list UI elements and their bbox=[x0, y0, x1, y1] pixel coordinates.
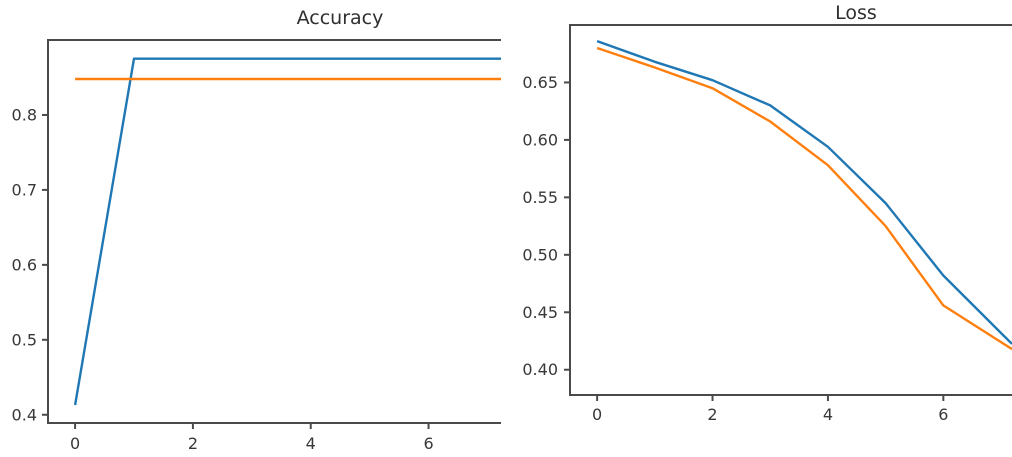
accuracy-chart-title: Accuracy bbox=[297, 7, 384, 29]
blue-line bbox=[596, 39, 1012, 345]
x-tick-label: 6 bbox=[423, 434, 433, 453]
x-tick-label: 4 bbox=[823, 405, 833, 424]
x-tick-label: 4 bbox=[306, 434, 316, 453]
y-tick-label: 0.55 bbox=[522, 188, 558, 207]
accuracy-chart: Accuracy 0 2 4 6 0.4 0.5 0.6 0.7 0.8 bbox=[12, 7, 501, 453]
loss-chart: Loss 0 2 4 6 0.40 0.45 0.50 0.55 0.60 0.65 bbox=[522, 2, 1012, 424]
y-tick-label: 0.8 bbox=[12, 105, 37, 124]
y-tick-label: 0.7 bbox=[12, 180, 37, 199]
y-tick-label: 0.40 bbox=[522, 360, 558, 379]
blue-line bbox=[73, 57, 501, 406]
x-tick-label: 0 bbox=[70, 434, 80, 453]
y-tick-label: 0.65 bbox=[522, 73, 558, 92]
y-tick-label: 0.4 bbox=[12, 405, 37, 424]
y-tick-label: 0.6 bbox=[12, 255, 37, 274]
x-tick-label: 0 bbox=[592, 405, 602, 424]
x-tick-label: 2 bbox=[188, 434, 198, 453]
y-tick-label: 0.5 bbox=[12, 330, 37, 349]
x-tick-label: 6 bbox=[938, 405, 948, 424]
axes-spines bbox=[569, 24, 1012, 396]
x-tick-label: 2 bbox=[707, 405, 717, 424]
y-tick-label: 0.60 bbox=[522, 130, 558, 149]
y-tick-label: 0.45 bbox=[522, 303, 558, 322]
axes-spines bbox=[47, 39, 501, 424]
y-tick-label: 0.50 bbox=[522, 245, 558, 264]
loss-chart-title: Loss bbox=[835, 2, 877, 24]
orange-line bbox=[596, 46, 1012, 351]
